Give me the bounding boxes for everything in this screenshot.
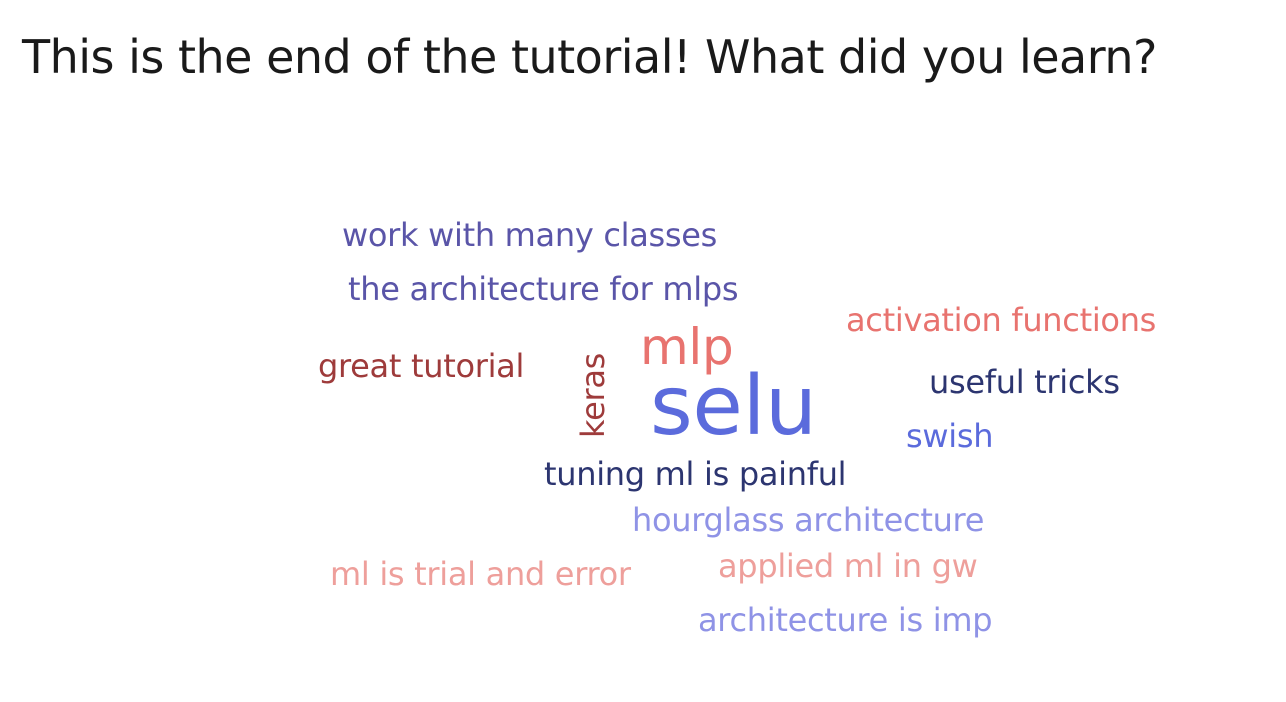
word-work-with-many-classes: work with many classes xyxy=(342,216,718,254)
word-useful-tricks: useful tricks xyxy=(929,363,1120,401)
word-activation-functions: activation functions xyxy=(846,301,1157,339)
word-architecture-is-imp: architecture is imp xyxy=(698,601,993,639)
word-hourglass-architecture: hourglass architecture xyxy=(632,501,985,539)
word-tuning-ml-is-painful: tuning ml is painful xyxy=(544,455,847,493)
word-keras: keras xyxy=(574,352,612,438)
word-swish: swish xyxy=(906,417,994,455)
word-applied-ml-in-gw: applied ml in gw xyxy=(718,547,978,585)
word-ml-is-trial-and-error: ml is trial and error xyxy=(330,555,631,593)
slide-title: This is the end of the tutorial! What di… xyxy=(22,30,1157,84)
word-great-tutorial: great tutorial xyxy=(318,347,525,385)
word-the-architecture-for-mlps: the architecture for mlps xyxy=(348,270,739,308)
word-selu: selu xyxy=(650,359,817,454)
word-mlp: mlp xyxy=(640,318,734,376)
